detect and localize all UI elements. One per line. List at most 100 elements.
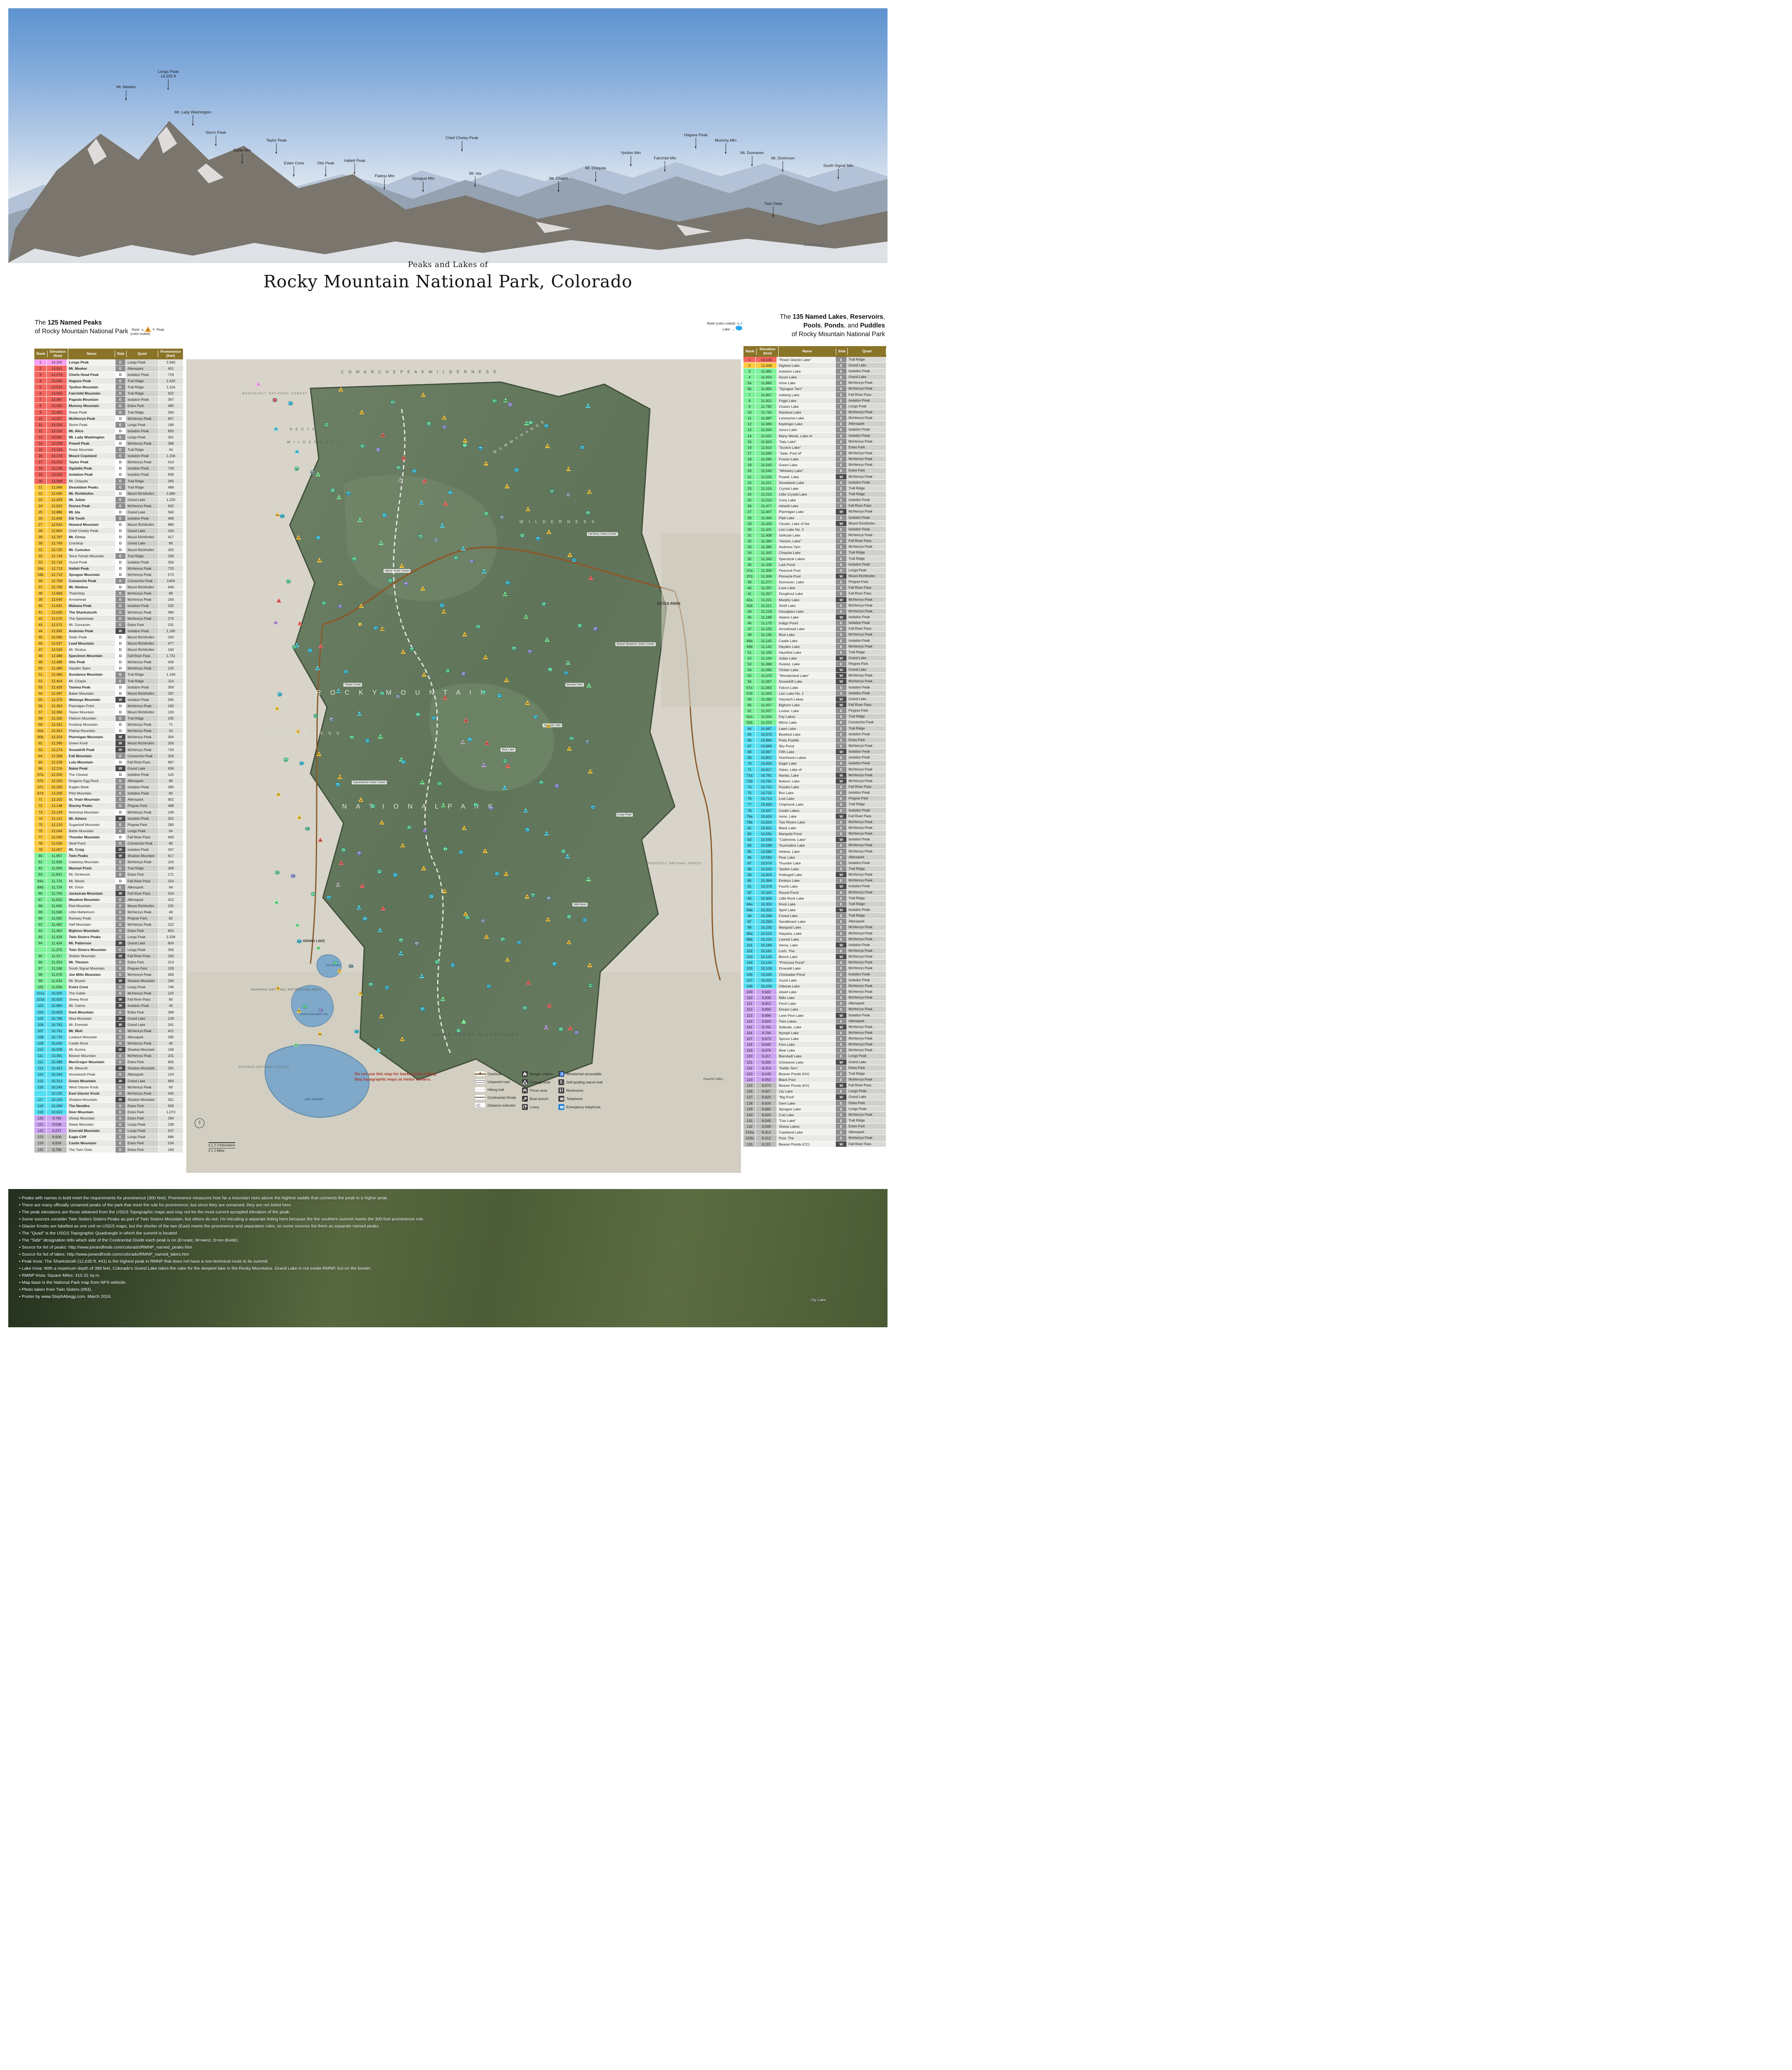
peak-marker: 22 [567, 552, 572, 557]
side-cell: E [836, 690, 847, 696]
elev-cell: 11,421 [756, 526, 777, 532]
elev-cell: 9,906 [756, 1006, 777, 1013]
peak-marker: 8 [359, 883, 365, 888]
table-row: 113 9,896 Lone Pine Lake W Isolation Peak [743, 1012, 886, 1018]
side-cell: E [115, 1109, 126, 1116]
footnote-item: • There are many officially unnamed peak… [19, 1203, 292, 1208]
lake-marker: 124 [461, 672, 466, 676]
table-row: 11,376 Twin Sisters Mountain E Longs Peak 35… [34, 946, 183, 953]
elev-cell: 10,342 [756, 889, 777, 895]
rank-cell: 59 [34, 722, 47, 728]
quad-cell: McHenrys Peak [126, 809, 159, 816]
lake-marker: 72a [533, 715, 538, 719]
quad-cell: McHenrys Peak [847, 450, 886, 457]
side-cell: E [115, 621, 126, 628]
prom-cell: 733 [159, 565, 183, 572]
quad-cell: Isolation Peak [126, 465, 159, 472]
rank-cell: 68 [743, 749, 756, 755]
table-row: 18 13,138 Ogalalla Peak D Isolation Peak 718 [34, 465, 183, 472]
name-cell: Andrews Tarn [777, 544, 836, 550]
rank-cell: 42 [34, 615, 47, 622]
elev-cell: 11,434 [756, 515, 777, 521]
rank-cell: 65 [743, 731, 756, 737]
elev-cell: 9,833 [756, 1018, 777, 1024]
elev-cell: 11,582 [47, 915, 67, 922]
table-row: 76 12,044 Battle Mountain E Longs Peak 64 [34, 828, 183, 834]
prom-cell: 803 [159, 928, 183, 934]
quad-cell: Grand Lake [847, 655, 886, 662]
name-cell: Cony Lake [777, 497, 836, 503]
table-row: 47 12,520 Mt. Stratus D Mount Richthofen 160 [34, 647, 183, 653]
prom-cell: 956 [159, 1059, 183, 1066]
side-cell: E [836, 965, 847, 972]
prom-cell: 746 [159, 984, 183, 991]
table-row: 13 11,634 Junco Lake E Isolation Peak [743, 427, 886, 433]
peak-marker: 4 [443, 501, 448, 506]
side-cell: E [836, 924, 847, 931]
warning-line1: Do not use this map for backcountry hiki… [355, 1072, 437, 1077]
peak-marker: 60a [275, 512, 280, 517]
quad-cell: Estes Park [126, 871, 159, 878]
elev-cell: 12,571 [47, 621, 67, 628]
peak-marker: 97 [315, 472, 321, 477]
elev-cell: 10,788 [47, 1015, 67, 1022]
lake-marker: 94b [563, 671, 568, 675]
quad-cell: Comanche Peak [126, 753, 159, 759]
table-row: 23 11,516 Crystal Lake E Trail Ridge [743, 485, 886, 491]
prom-cell: 369 [159, 865, 183, 872]
side-cell: E [115, 384, 126, 391]
quad-cell: McHenrys Peak [847, 1036, 886, 1042]
side-cell: E [836, 415, 847, 421]
name-cell: Lark Pond [777, 561, 836, 568]
elev-cell: 10,184 [756, 942, 777, 948]
lake-marker: 23 [539, 780, 544, 785]
lake-marker: 37b [531, 893, 536, 898]
prom-cell: 294 [159, 978, 183, 984]
table-row: 60 11,057 Bighorn Lake W Fall River Pass [743, 702, 886, 708]
rank-cell: 4 [34, 378, 47, 385]
rank-cell: 92 [34, 928, 47, 934]
quad-cell: Isolation Peak [847, 515, 886, 521]
rank-cell: 40 [743, 585, 756, 591]
quad-cell: McHenrys Peak [847, 544, 886, 550]
table-row: 4 11,916 Azure Lake E Grand Lake [743, 374, 886, 380]
table-row: 96 11,254 Mt. Tileston E Estes Park 314 [34, 959, 183, 965]
name-cell: "Wonderland Lake" [777, 673, 836, 679]
prom-cell: 235 [159, 715, 183, 722]
elev-cell: 13,176 [47, 453, 67, 460]
quad-cell: Shadow Mountain [126, 978, 159, 984]
lake-marker: 121 [527, 650, 532, 654]
elev-cell: 10,421 [47, 1065, 67, 1072]
legend-item: Livery [522, 1104, 553, 1110]
side-cell: E [836, 397, 847, 404]
footnote-item: • Some sources consider Twin Sisters Sis… [19, 1217, 424, 1222]
rank-cell: 119 [743, 1047, 756, 1054]
elev-cell: 12,560 [47, 634, 67, 640]
elev-cell: 13,326 [47, 421, 67, 428]
lake-marker: 102 [517, 940, 522, 945]
quad-cell: McHenrys Peak [847, 831, 886, 837]
elev-cell: 11,605 [47, 903, 67, 909]
table-row: 94 11,424 Mt. Patterson W Grand Lake 604 [34, 940, 183, 947]
side-cell: E [836, 515, 847, 521]
name-cell: Ouzel Lake [777, 977, 836, 983]
rank-cell: 123 [34, 1134, 47, 1141]
peak-marker: 58 [483, 655, 488, 660]
footnote-item: • Peak trivia: The Sharkstooth (12,630 f… [19, 1259, 269, 1264]
peak-marker: 78 [399, 563, 404, 568]
elev-cell: 10,781 [756, 778, 777, 785]
legend-item: Unpaved road [474, 1079, 516, 1085]
elev-cell: 12,121 [47, 815, 67, 822]
arrow-icon: ↘ [736, 321, 740, 325]
elev-cell: 10,621 [756, 825, 777, 831]
side-cell: W [836, 673, 847, 679]
peak-marker: 29 [338, 387, 344, 392]
rank-cell: 20 [743, 468, 756, 474]
elev-cell: 8,545 [756, 1118, 777, 1124]
table-row: 93 11,428 Twin Sisters Peaks E Longs Peak 2,3… [34, 934, 183, 941]
rank-cell: 55 [34, 696, 47, 703]
name-cell: Isolation Lake [777, 368, 836, 375]
table-row: 16 13,176 Mount Copeland E Isolation Peak 1,1… [34, 453, 183, 460]
name-cell: The Sharkstooth [67, 609, 115, 616]
name-cell: Red Mountain [67, 903, 115, 909]
